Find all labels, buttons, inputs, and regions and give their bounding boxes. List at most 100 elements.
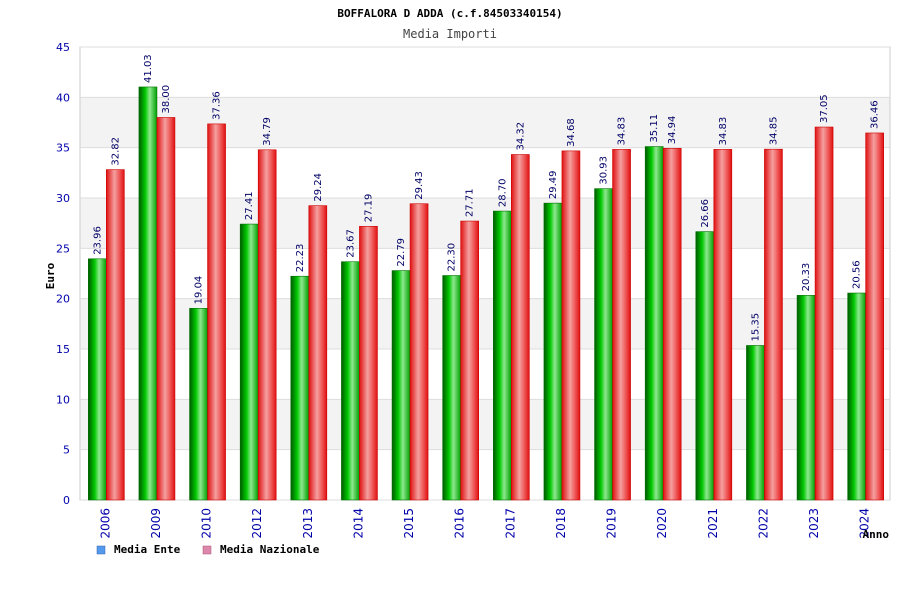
value-label-media-ente-2021: 26.66 [700, 199, 711, 228]
x-tick-label-2019: 2019 [605, 508, 619, 539]
x-axis-ticks: 2006 2009 2010 2012 2013 2014 2015 2016 2017 2018… [98, 508, 871, 539]
value-label-media-nazionale-2022: 34.85 [768, 117, 779, 146]
y-tick-label: 40 [56, 91, 70, 104]
y-tick-label: 45 [56, 41, 70, 54]
bar-media-ente-2024 [847, 292, 866, 501]
bar-media-ente-2023 [796, 295, 816, 501]
value-label-media-nazionale-2023: 37.05 [819, 94, 830, 123]
bar-media-ente-2012 [239, 223, 259, 501]
bar-media-nazionale-2010 [207, 123, 226, 501]
chart-subtitle: Media Importi [403, 27, 497, 41]
value-label-media-ente-2024: 20.56 [852, 260, 863, 289]
bar-media-ente-2015 [391, 270, 411, 501]
bar-media-ente-2017 [493, 210, 512, 501]
value-label-media-ente-2020: 35.11 [649, 114, 660, 143]
plot-band [80, 47, 890, 98]
x-tick-label-2009: 2009 [149, 508, 163, 539]
chart-title: BOFFALORA D ADDA (c.f.84503340154) [337, 7, 562, 20]
x-tick-label-2020: 2020 [655, 508, 669, 539]
x-tick-label-2022: 2022 [756, 508, 770, 539]
legend: Media Ente Media Nazionale [96, 543, 320, 556]
bar-media-nazionale-2006 [106, 169, 125, 501]
bar-media-ente-2010 [189, 308, 208, 501]
value-label-media-nazionale-2009: 38.00 [161, 85, 172, 114]
bar-media-ente-2009 [138, 86, 158, 501]
bar-media-nazionale-2009 [156, 117, 176, 501]
x-axis-label: Anno [863, 528, 890, 541]
value-label-media-nazionale-2019: 34.83 [617, 117, 628, 146]
bars [88, 86, 884, 501]
y-tick-label: 5 [63, 444, 70, 457]
x-tick-label-2017: 2017 [503, 508, 517, 539]
bar-media-nazionale-2022 [764, 148, 783, 501]
value-label-media-nazionale-2020: 34.94 [667, 116, 678, 145]
bar-media-nazionale-2024 [865, 132, 884, 501]
value-labels: 23.96 32.82 41.03 38.00 19.04 37.36 27.41 34.79… [92, 54, 880, 341]
legend-swatch-media-nazionale [202, 545, 212, 555]
value-label-media-ente-2023: 20.33 [801, 263, 812, 292]
bar-media-ente-2020 [644, 146, 664, 501]
value-label-media-nazionale-2013: 29.24 [313, 173, 324, 202]
value-label-media-ente-2016: 22.30 [447, 243, 458, 272]
bar-media-nazionale-2019 [612, 149, 631, 501]
value-label-media-nazionale-2012: 34.79 [262, 117, 273, 146]
bar-media-nazionale-2013 [308, 205, 328, 501]
legend-label-media-nazionale: Media Nazionale [220, 543, 320, 556]
value-label-media-nazionale-2015: 29.43 [414, 171, 425, 200]
x-tick-label-2012: 2012 [250, 508, 264, 539]
bar-media-ente-2006 [88, 258, 107, 501]
x-tick-label-2013: 2013 [301, 508, 315, 539]
bar-media-nazionale-2014 [359, 225, 378, 501]
x-tick-label-2018: 2018 [554, 508, 568, 539]
y-tick-label: 0 [63, 494, 70, 507]
value-label-media-nazionale-2024: 36.46 [870, 100, 881, 129]
value-label-media-ente-2012: 27.41 [244, 191, 255, 220]
value-label-media-ente-2019: 30.93 [599, 156, 610, 185]
x-tick-label-2006: 2006 [98, 508, 112, 539]
bar-media-ente-2021 [695, 231, 715, 501]
value-label-media-nazionale-2016: 27.71 [465, 188, 476, 217]
bar-media-nazionale-2017 [511, 154, 530, 501]
y-axis-ticks: 0 5 10 15 20 25 30 35 40 45 [56, 41, 70, 507]
bar-media-ente-2014 [341, 261, 360, 501]
bar-media-nazionale-2016 [460, 220, 479, 501]
legend-swatch-media-ente [96, 545, 106, 555]
bar-media-ente-2022 [746, 345, 765, 501]
y-tick-label: 30 [56, 192, 70, 205]
x-tick-label-2010: 2010 [200, 508, 214, 539]
value-label-media-ente-2013: 22.23 [295, 244, 306, 273]
value-label-media-ente-2009: 41.03 [143, 54, 154, 83]
bar-media-nazionale-2012 [257, 149, 277, 501]
value-label-media-ente-2006: 23.96 [92, 226, 103, 255]
value-label-media-nazionale-2006: 32.82 [110, 137, 121, 166]
y-axis-label: Euro [44, 262, 57, 289]
y-tick-label: 10 [56, 393, 70, 406]
y-tick-label: 35 [56, 142, 70, 155]
value-label-media-nazionale-2018: 34.68 [566, 118, 577, 147]
value-label-media-nazionale-2010: 37.36 [212, 91, 223, 120]
x-tick-label-2021: 2021 [706, 508, 720, 539]
x-tick-label-2024: 2024 [858, 508, 872, 539]
value-label-media-ente-2022: 15.35 [750, 313, 761, 342]
bar-media-ente-2016 [442, 275, 461, 501]
bar-media-ente-2013 [290, 275, 310, 501]
bar-media-nazionale-2015 [409, 203, 429, 501]
y-tick-label: 25 [56, 242, 70, 255]
value-label-media-ente-2015: 22.79 [396, 238, 407, 267]
bar-media-nazionale-2020 [662, 147, 682, 501]
x-tick-label-2023: 2023 [807, 508, 821, 539]
value-label-media-ente-2017: 28.70 [497, 178, 508, 207]
bar-media-ente-2019 [594, 188, 613, 501]
x-tick-label-2016: 2016 [453, 508, 467, 539]
bar-media-nazionale-2023 [814, 126, 834, 501]
value-label-media-ente-2018: 29.49 [548, 170, 559, 199]
value-label-media-ente-2014: 23.67 [345, 229, 356, 258]
legend-label-media-ente: Media Ente [114, 543, 181, 556]
x-tick-label-2015: 2015 [402, 508, 416, 539]
value-label-media-nazionale-2021: 34.83 [718, 117, 729, 146]
y-tick-label: 20 [56, 293, 70, 306]
bar-media-nazionale-2018 [561, 150, 581, 501]
bar-media-nazionale-2021 [713, 149, 733, 501]
value-label-media-nazionale-2017: 34.32 [515, 122, 526, 151]
